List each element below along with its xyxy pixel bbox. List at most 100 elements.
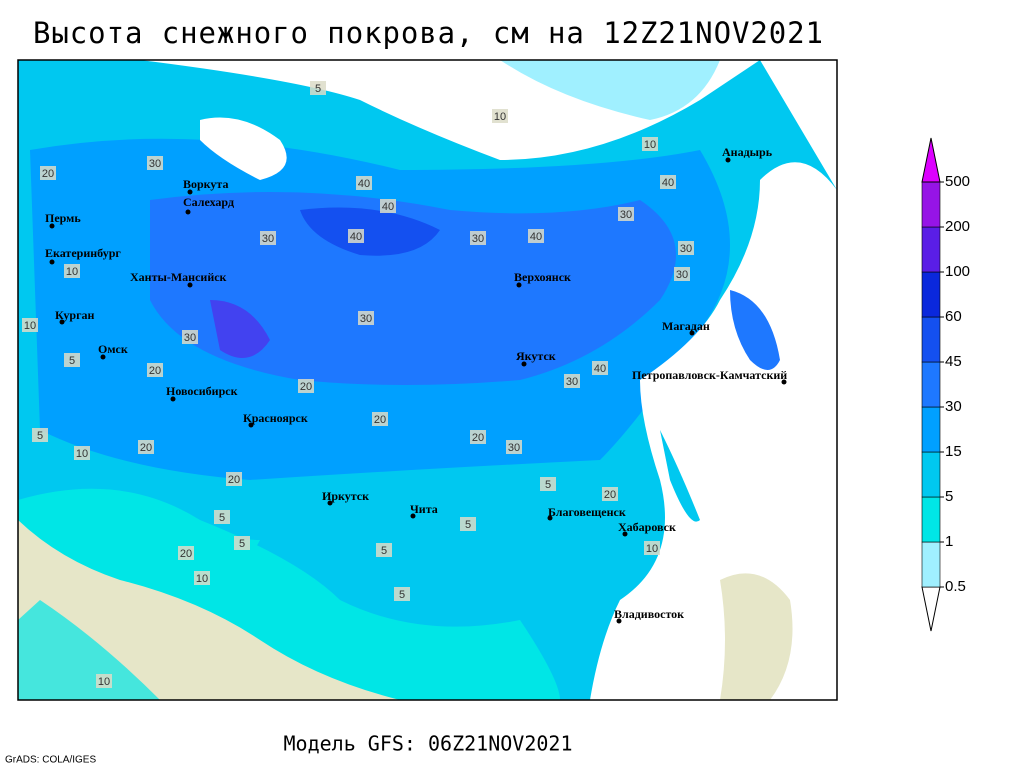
contour-label-box: [528, 229, 544, 243]
contour-label-box: [298, 379, 314, 393]
contour-label-box: [506, 440, 522, 454]
colorbar-segment: [921, 181, 941, 228]
city-label: Омск: [98, 342, 128, 356]
contour-label: 30: [472, 233, 484, 245]
city-label: Якутск: [516, 349, 556, 363]
contour-label: 5: [37, 430, 43, 442]
contour-label-box: [234, 536, 250, 550]
city-label: Ханты-Мансийск: [130, 270, 227, 284]
map-title: Высота снежного покрова, см на 12Z21NOV2…: [33, 16, 823, 50]
contour-label-box: [32, 428, 48, 442]
contour-label-box: [64, 353, 80, 367]
contour-label-box: [470, 430, 486, 444]
contour-label-box: [644, 541, 660, 555]
city-label: Магадан: [662, 319, 710, 333]
contour-label: 10: [494, 111, 506, 123]
city-dot: [49, 223, 55, 229]
colorbar-segment: [921, 271, 941, 318]
colorbar-segment: [921, 541, 941, 588]
city-label: Анадырь: [722, 145, 773, 159]
city-label: Петропавловск-Камчатский: [632, 368, 787, 382]
contour-label: 20: [374, 414, 386, 426]
city-label: Владивосток: [614, 607, 684, 621]
contour-label: 30: [149, 158, 161, 170]
colorbar-label: 30: [945, 398, 962, 415]
contour-label: 30: [360, 313, 372, 325]
city-label: Чита: [410, 502, 438, 516]
contour-label-box: [147, 156, 163, 170]
colorbar-segment: [921, 586, 941, 632]
contour-label: 5: [399, 589, 405, 601]
city-label: Курган: [55, 308, 95, 322]
contour-label-box: [64, 264, 80, 278]
contour-label-box: [194, 571, 210, 585]
contour-label-box: [460, 517, 476, 531]
city-label: Пермь: [45, 211, 81, 225]
contour-label-box: [678, 241, 694, 255]
contour-label-box: [376, 543, 392, 557]
city-dot: [689, 330, 695, 336]
contour-label: 30: [620, 209, 632, 221]
city-dot: [781, 379, 787, 385]
city-labels: Анадырь Воркута Салехард Пермь Екатеринбург Х…: [45, 145, 787, 624]
contour-label: 20: [472, 432, 484, 444]
city-label: Екатеринбург: [45, 246, 121, 260]
city-dot: [187, 282, 193, 288]
contour-label: 20: [228, 474, 240, 486]
contour-label: 40: [594, 363, 606, 375]
colorbar-label: 1: [945, 533, 953, 550]
city-label: Благовещенск: [548, 505, 626, 519]
contour-label-box: [394, 587, 410, 601]
contour-label: 5: [219, 512, 225, 524]
city-dot: [725, 157, 731, 163]
contour-label-box: [138, 440, 154, 454]
contour-label: 10: [76, 448, 88, 460]
city-dot: [100, 354, 106, 360]
contour-label-box: [540, 477, 556, 491]
contour-label: 30: [508, 442, 520, 454]
contour-label-box: [660, 175, 676, 189]
contour-label: 20: [300, 381, 312, 393]
contour-label: 10: [98, 676, 110, 688]
colorbar-segment: [921, 496, 941, 543]
colorbar-label: 0.5: [945, 578, 966, 595]
contour-label: 5: [545, 479, 551, 491]
contour-label: 10: [24, 320, 36, 332]
colorbar-segment: [921, 226, 941, 273]
contour-label: 20: [149, 365, 161, 377]
contour-labels: 10 5 10 20 30 40 40 40 30 40 30 30 40 30 30 10 10 5 20 30 30…: [22, 81, 694, 688]
colorbar-label: 5: [945, 488, 953, 505]
contour-label-box: [602, 487, 618, 501]
contour-label-box: [356, 176, 372, 190]
contour-label-box: [564, 374, 580, 388]
city-label: Хабаровск: [618, 520, 676, 534]
city-dot: [616, 618, 622, 624]
contour-label-box: [310, 81, 326, 95]
city-dot: [516, 282, 522, 288]
colorbar-label: 45: [945, 353, 962, 370]
contour-label: 40: [530, 231, 542, 243]
contour-label-box: [380, 199, 396, 213]
contour-label: 10: [646, 543, 658, 555]
city-dot: [547, 515, 553, 521]
contour-label-box: [372, 412, 388, 426]
contour-label-box: [642, 137, 658, 151]
model-label: Модель GFS: 06Z21NOV2021: [284, 732, 573, 756]
contour-label-box: [470, 231, 486, 245]
city-dot: [185, 209, 191, 215]
contour-label-box: [214, 510, 230, 524]
contour-label: 5: [239, 538, 245, 550]
colorbar-segment: [921, 316, 941, 363]
contour-label-box: [492, 109, 508, 123]
contour-label: 30: [184, 332, 196, 344]
city-label: Красноярск: [243, 411, 308, 425]
colorbar-label: 15: [945, 443, 962, 460]
city-dot: [170, 396, 176, 402]
colorbar-segment: [921, 361, 941, 408]
contour-label: 30: [566, 376, 578, 388]
city-dot: [410, 513, 416, 519]
contour-label-box: [40, 166, 56, 180]
city-label: Воркута: [183, 177, 228, 191]
